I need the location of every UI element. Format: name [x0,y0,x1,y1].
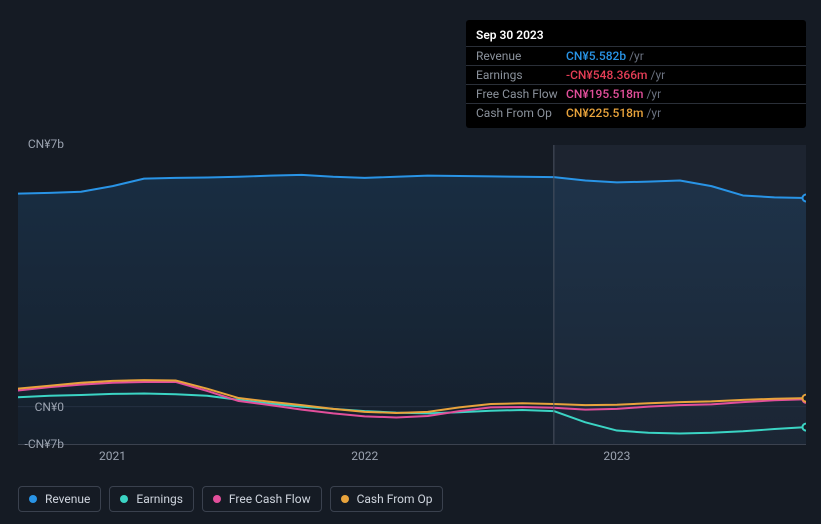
tooltip-row-suffix: /yr [646,106,661,120]
legend-dot [341,495,349,503]
tooltip-row-label: Free Cash Flow [476,87,566,101]
tooltip-row-value: CN¥195.518m [566,87,643,101]
x-axis-label: 2021 [99,449,126,463]
x-axis-label: 2023 [603,449,630,463]
legend-dot [29,495,37,503]
tooltip-row-value: CN¥225.518m [566,106,643,120]
tooltip-row-label: Cash From Op [476,106,566,120]
tooltip-row-label: Earnings [476,68,566,82]
tooltip-row-suffix: /yr [629,49,644,63]
tooltip-row-suffix: /yr [651,68,666,82]
tooltip-row-value: CN¥5.582b [566,49,626,63]
tooltip-row-label: Revenue [476,49,566,63]
y-axis-label: -CN¥7b [18,437,64,451]
tooltip-box: Sep 30 2023 RevenueCN¥5.582b/yrEarnings-… [466,20,806,128]
legend-dot [213,495,221,503]
tooltip-row-value: -CN¥548.366m [566,68,648,82]
tooltip-row: Free Cash FlowCN¥195.518m/yr [466,84,806,103]
legend-item[interactable]: Revenue [18,486,101,512]
x-axis-label: 2022 [351,449,378,463]
y-axis-label: CN¥0 [18,400,64,414]
legend-label: Free Cash Flow [229,492,311,506]
chart-plot-area[interactable] [18,145,806,445]
legend-dot [120,495,128,503]
legend-item[interactable]: Cash From Op [330,486,444,512]
chart-container: Past CN¥7bCN¥0-CN¥7b 202120222023 [18,125,806,465]
legend: Revenue Earnings Free Cash Flow Cash From O… [18,486,443,512]
tooltip-row: Earnings-CN¥548.366m/yr [466,65,806,84]
legend-item[interactable]: Earnings [109,486,194,512]
tooltip-row: Cash From OpCN¥225.518m/yr [466,103,806,122]
tooltip-date: Sep 30 2023 [466,26,806,46]
tooltip-row-suffix: /yr [646,87,661,101]
legend-label: Revenue [45,492,90,506]
legend-item[interactable]: Free Cash Flow [202,486,322,512]
y-axis-label: CN¥7b [18,137,64,151]
legend-label: Earnings [136,492,183,506]
legend-label: Cash From Op [357,492,433,506]
tooltip-row: RevenueCN¥5.582b/yr [466,46,806,65]
